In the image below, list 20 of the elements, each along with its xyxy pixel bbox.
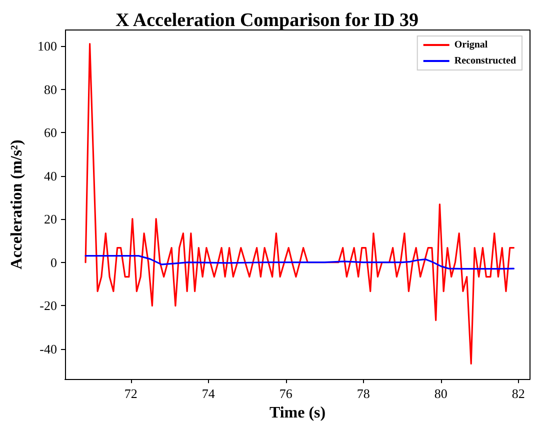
y-tick-label: 0 xyxy=(50,254,57,270)
line-series xyxy=(84,255,515,270)
x-axis-title: Time (s) xyxy=(269,404,326,422)
y-tick-label: 20 xyxy=(44,212,57,227)
chart-title: X Acceleration Comparison for ID 39 xyxy=(115,10,419,31)
x-tick-label: 72 xyxy=(124,386,138,402)
y-tick-label: 80 xyxy=(44,82,57,97)
x-tick-label: 80 xyxy=(434,386,448,402)
legend-label: Reconstructed xyxy=(454,56,516,66)
y-axis-title: Acceleration (m/s²) xyxy=(8,140,26,270)
x-tick-label: 82 xyxy=(512,386,525,402)
legend-label: Orignal xyxy=(454,40,488,50)
y-tick-label: -20 xyxy=(40,298,57,314)
y-tick-label: 100 xyxy=(38,38,57,54)
x-tick-label: 74 xyxy=(202,386,216,402)
y-tick-label: 60 xyxy=(44,125,57,140)
y-tick-label: 40 xyxy=(44,168,57,184)
y-tick-label: -40 xyxy=(40,341,57,356)
x-tick-label: 78 xyxy=(356,386,370,402)
x-tick-label: 76 xyxy=(279,386,293,402)
